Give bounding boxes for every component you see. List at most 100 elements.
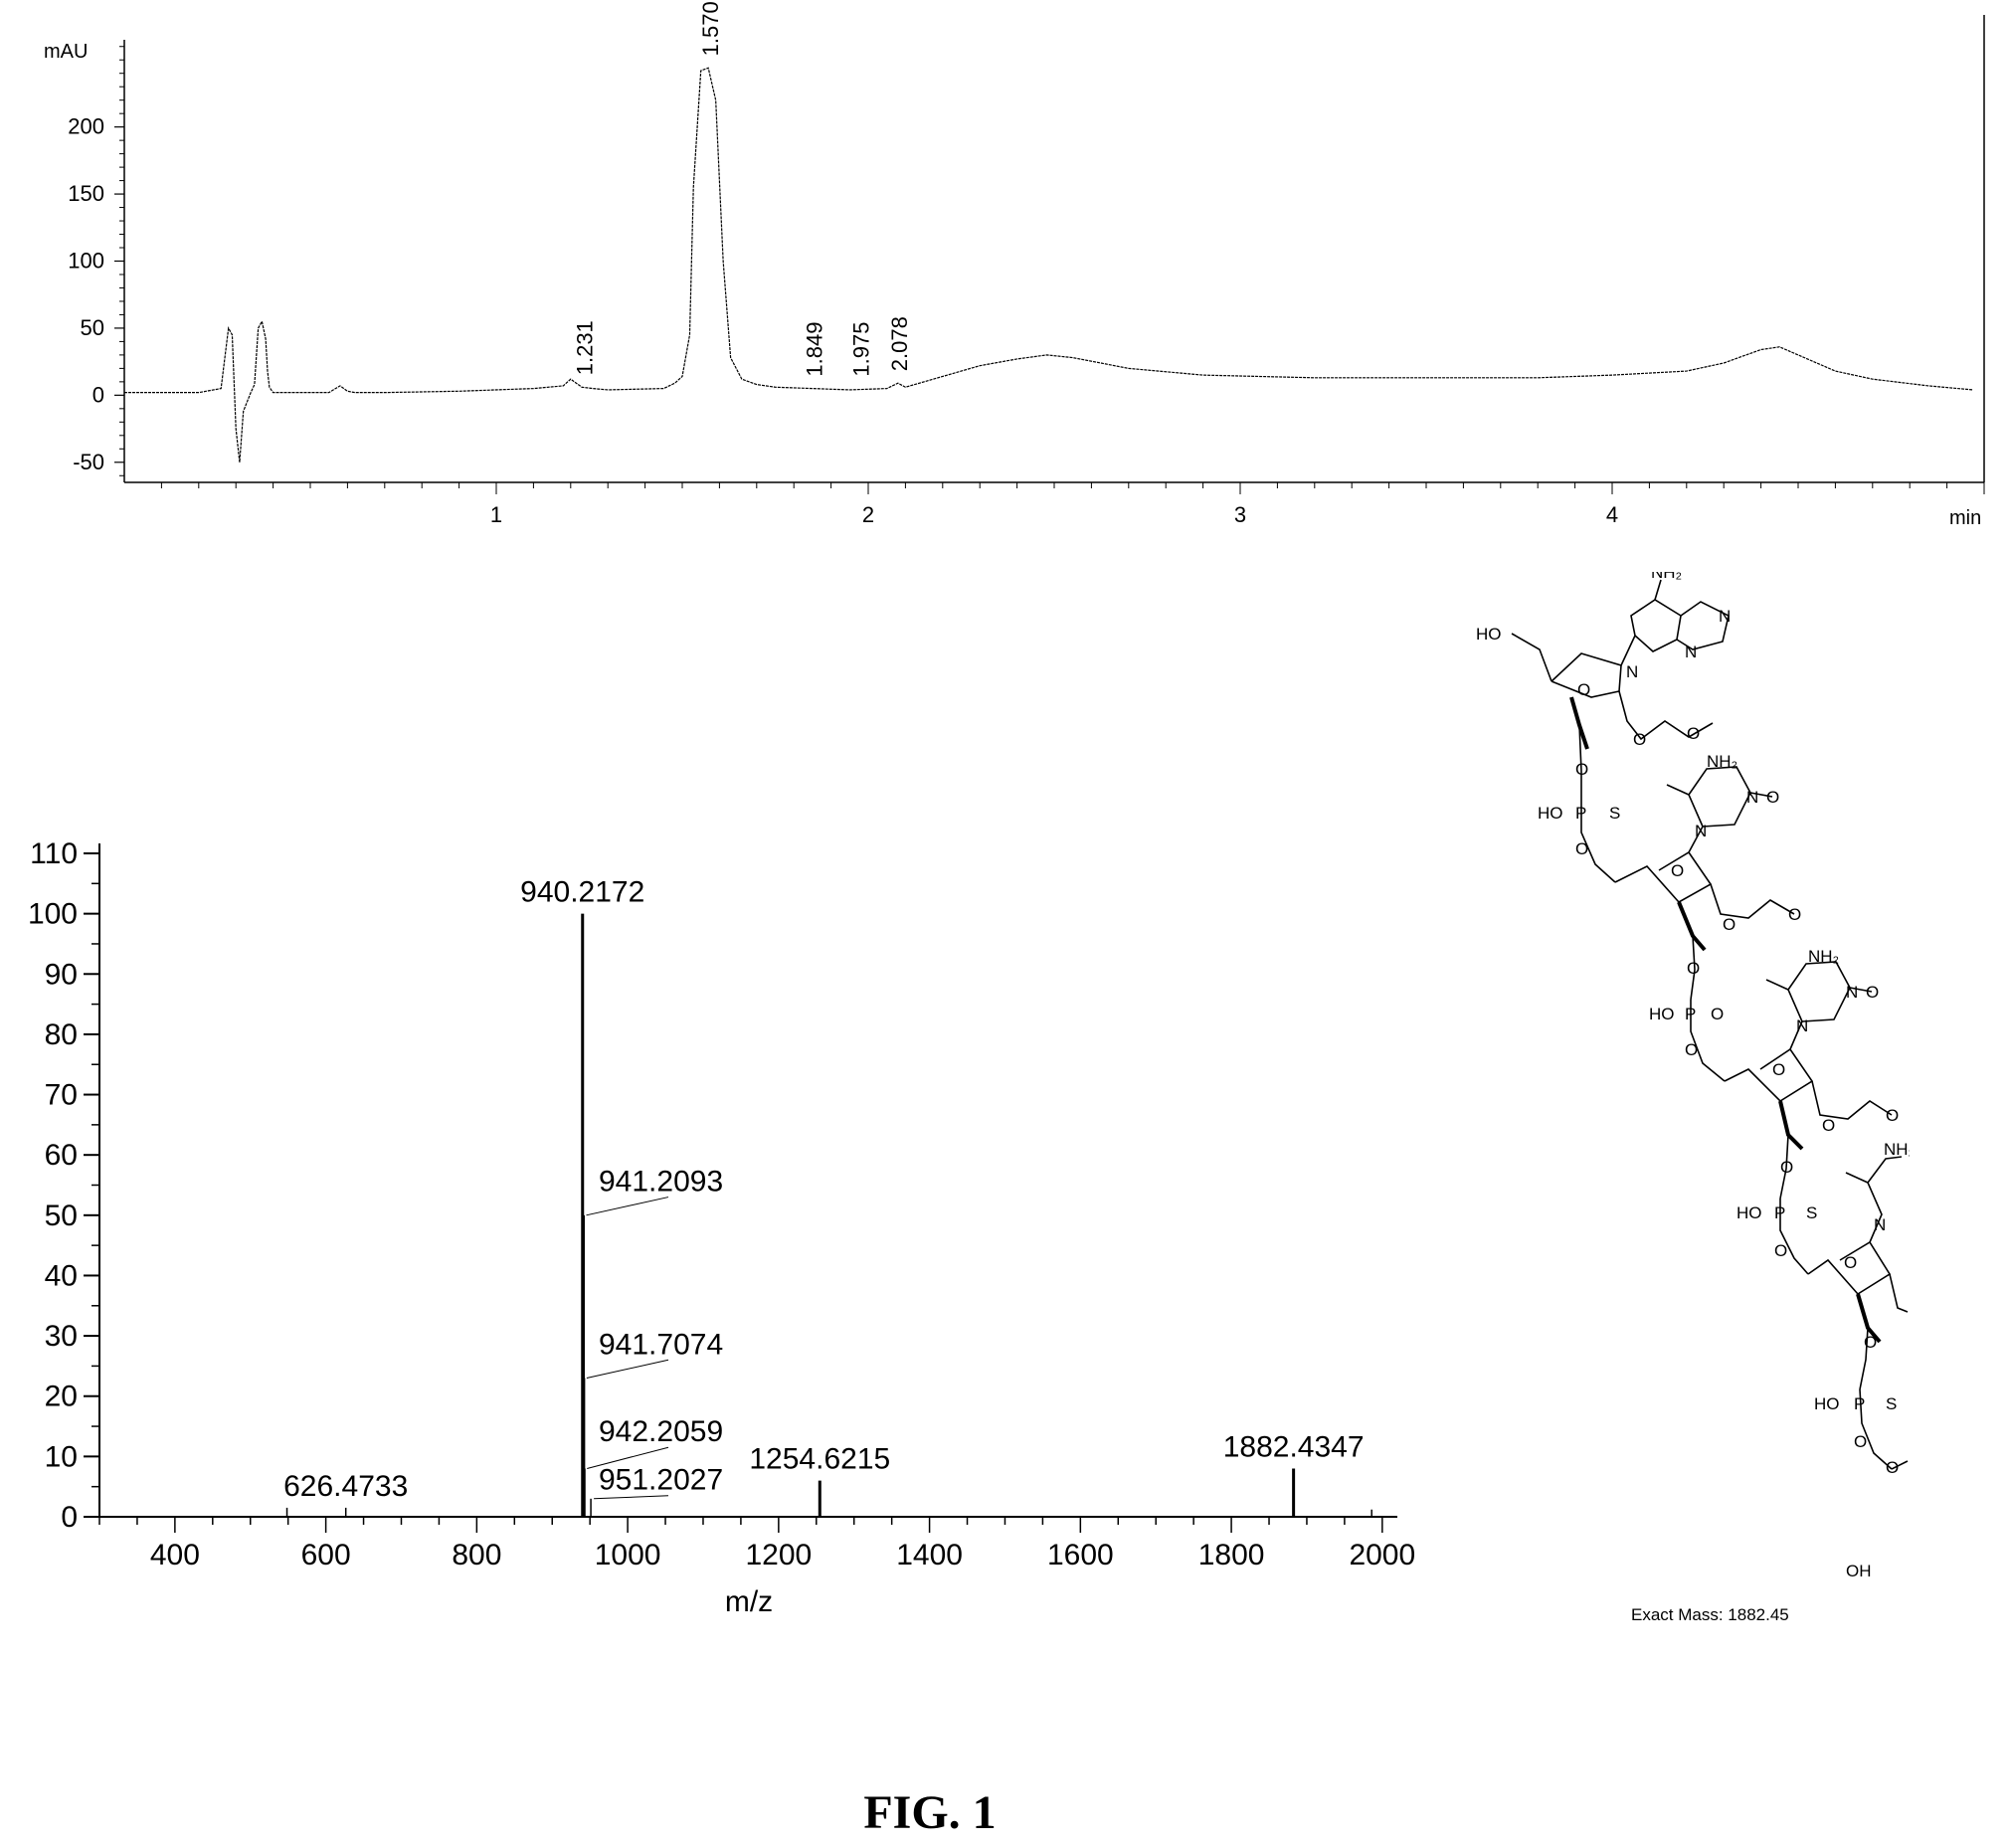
y-tick-label: 90 (45, 958, 78, 991)
atom-label: O (1687, 959, 1700, 978)
chromatogram-axes: -50 0 50 100 150 200 1 2 3 4 (68, 15, 1985, 527)
y-tick-label: 60 (45, 1139, 78, 1172)
atom-label: O (1780, 1158, 1793, 1177)
atom-label: S (1886, 1394, 1897, 1413)
x-tick-label: 1 (490, 502, 502, 527)
atom-label: O (1772, 1060, 1785, 1079)
peak-label: 951.2027 (599, 1464, 723, 1497)
atom-label: O (1864, 1333, 1877, 1352)
y-axis-unit-label: mAU (44, 41, 88, 63)
y-tick-label: 110 (30, 837, 78, 870)
atom-label: N (1746, 788, 1758, 807)
atom-label: P (1774, 1203, 1785, 1222)
label-leader (586, 1359, 669, 1380)
x-tick-label: 4 (1606, 502, 1618, 527)
x-axis-label: m/z (725, 1585, 773, 1618)
atom-label: O (1687, 724, 1700, 743)
y-tick-label: 30 (45, 1320, 78, 1353)
mass-spectrum-axes: 0 10 20 30 40 50 60 70 80 90 100 110 400 600 800 1000 12… (28, 837, 1415, 1571)
atom-label: NH₂ (1808, 947, 1839, 966)
y-tick-label: 100 (28, 898, 78, 931)
hplc-chromatogram: -50 0 50 100 150 200 1 2 3 4 1.231 1.570 1.849 1.975… (44, 1, 1985, 529)
x-tick-label: 1400 (896, 1539, 963, 1571)
mass-spectrum: 0 10 20 30 40 50 60 70 80 90 100 110 400 600 800 1000 12… (28, 837, 1415, 1618)
label-leader (586, 1197, 669, 1216)
atom-label: N (1796, 1016, 1808, 1035)
atom-label: O (1886, 1458, 1899, 1477)
atom-label: O (1822, 1116, 1835, 1135)
mass-spectrum-peak-labels: 940.2172 941.2093 941.7074 942.2059 951.2027… (283, 876, 1364, 1503)
atom-label: NH₂ (1707, 752, 1737, 771)
y-tick-label: 50 (81, 315, 104, 340)
peak-label: 942.2059 (599, 1415, 723, 1448)
peak-label: 941.2093 (599, 1166, 723, 1199)
x-axis-unit-label: min (1949, 507, 1981, 529)
atom-label: N (1874, 1215, 1886, 1234)
x-tick-label: 1800 (1198, 1539, 1265, 1571)
peak-label: 1882.4347 (1223, 1430, 1365, 1463)
x-tick-label: 1000 (595, 1539, 661, 1571)
atom-label: O (1866, 983, 1879, 1002)
atom-label: N (1846, 983, 1858, 1002)
figure-caption: FIG. 1 (863, 1786, 997, 1839)
chromatogram-trace-group (124, 67, 1973, 462)
y-tick-label: 10 (45, 1440, 78, 1473)
x-tick-label: 3 (1234, 502, 1246, 527)
atom-label: O (1774, 1241, 1787, 1260)
y-tick-label: 80 (45, 1018, 78, 1051)
atom-label: O (1575, 839, 1588, 858)
label-leader (587, 1446, 669, 1469)
atom-label: P (1575, 804, 1586, 823)
x-tick-label: 2 (862, 502, 874, 527)
atom-label: O (1671, 861, 1684, 880)
y-tick-label: 50 (45, 1200, 78, 1232)
x-tick-label: 1600 (1047, 1539, 1114, 1571)
atom-label: N (1719, 607, 1731, 626)
x-tick-label: 2000 (1349, 1539, 1415, 1571)
atom-label: HO (1538, 804, 1563, 823)
peak-label: 1.570 (698, 1, 723, 56)
atom-label: O (1854, 1432, 1867, 1451)
atom-label: P (1685, 1005, 1696, 1023)
atom-label: O (1886, 1106, 1899, 1125)
peak-label: 2.078 (887, 316, 912, 371)
y-tick-label: 20 (45, 1381, 78, 1413)
y-tick-label: 0 (92, 382, 104, 407)
atom-label: HO (1649, 1005, 1675, 1023)
atom-label: O (1766, 788, 1779, 807)
y-tick-label: 100 (68, 249, 104, 274)
atom-label: N (1626, 662, 1638, 681)
oligonucleotide-structure: NH₂ HO O N N N O O O HO P S O NH₂ N N O … (1476, 572, 1910, 1624)
atom-label: O (1788, 905, 1801, 924)
chromatogram-trace (124, 67, 1973, 462)
atom-label: S (1609, 804, 1620, 823)
atom-label: P (1854, 1394, 1865, 1413)
atom-label: S (1806, 1203, 1817, 1222)
atom-label: NH₂ (1651, 572, 1682, 582)
y-tick-label: 0 (61, 1501, 78, 1534)
atom-label: HO (1476, 625, 1502, 644)
x-tick-label: 1200 (745, 1539, 812, 1571)
chromatogram-peak-labels: 1.231 1.570 1.849 1.975 2.078 (572, 1, 912, 376)
structure-atom-labels: NH₂ HO O N N N O O O HO P S O NH₂ N N O … (1476, 572, 1910, 1624)
atom-label: O (1575, 760, 1588, 779)
y-tick-label: 150 (68, 181, 104, 206)
x-tick-label: 400 (150, 1539, 200, 1571)
peak-label: 940.2172 (520, 876, 644, 909)
atom-label: O (1633, 730, 1646, 749)
atom-label: O (1711, 1005, 1724, 1023)
atom-label: HO (1814, 1394, 1840, 1413)
x-tick-label: 600 (301, 1539, 351, 1571)
atom-label: OH (1846, 1562, 1872, 1580)
atom-label: O (1685, 1040, 1698, 1059)
y-tick-label: 40 (45, 1259, 78, 1292)
atom-label: O (1577, 680, 1590, 699)
peak-label: 1254.6215 (749, 1443, 890, 1476)
atom-label: O (1723, 915, 1735, 934)
atom-label: O (1844, 1253, 1857, 1272)
peak-label: 1.975 (849, 322, 874, 377)
atom-label: HO (1736, 1203, 1762, 1222)
y-tick-label: -50 (73, 450, 104, 474)
exact-mass-label: Exact Mass: 1882.45 (1631, 1605, 1789, 1624)
y-tick-label: 70 (45, 1079, 78, 1112)
